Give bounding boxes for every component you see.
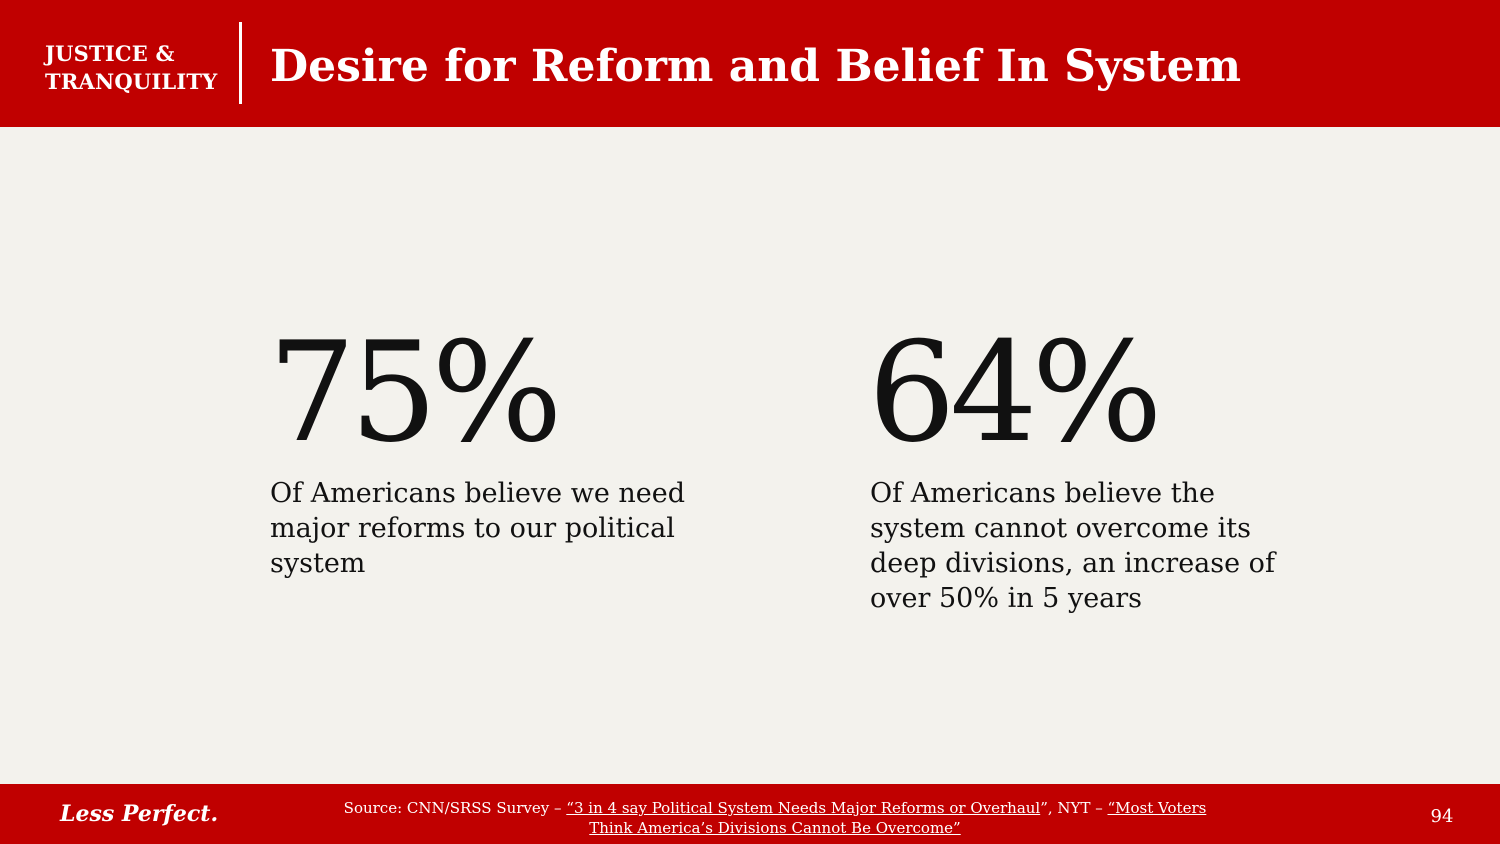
page-title: Desire for Reform and Belief In System: [270, 41, 1242, 92]
source-citation: Source: CNN/SRSS Survey – “3 in 4 say Po…: [330, 798, 1220, 838]
source-link-nyt[interactable]: “Most Voters Think America’s Divisions C…: [589, 799, 1207, 837]
footer-bar: Less Perfect. Source: CNN/SRSS Survey – …: [0, 784, 1500, 844]
stat-number: 75%: [268, 312, 563, 473]
brand-line-1: JUSTICE &: [45, 41, 175, 66]
brand-logo: JUSTICE & TRANQUILITY: [45, 40, 217, 96]
footer-tagline: Less Perfect.: [60, 801, 219, 827]
stat-description: Of Americans believe the system cannot o…: [870, 478, 1275, 614]
source-prefix: Source: CNN/SRSS Survey –: [343, 799, 567, 817]
page-number: 94: [1430, 806, 1454, 827]
brand-line-2: TRANQUILITY: [45, 69, 218, 94]
source-middle: ”, NYT –: [1040, 799, 1108, 817]
stat-block-reforms: 75% Of Americans believe we need major r…: [268, 318, 688, 581]
stat-number: 64%: [868, 312, 1163, 473]
header-divider: [239, 22, 242, 104]
stat-block-divisions: 64% Of Americans believe the system cann…: [868, 318, 1288, 616]
source-link-cnn[interactable]: “3 in 4 say Political System Needs Major…: [566, 799, 1041, 817]
stat-description: Of Americans believe we need major refor…: [270, 478, 686, 579]
header-bar: JUSTICE & TRANQUILITY Desire for Reform …: [0, 0, 1500, 127]
